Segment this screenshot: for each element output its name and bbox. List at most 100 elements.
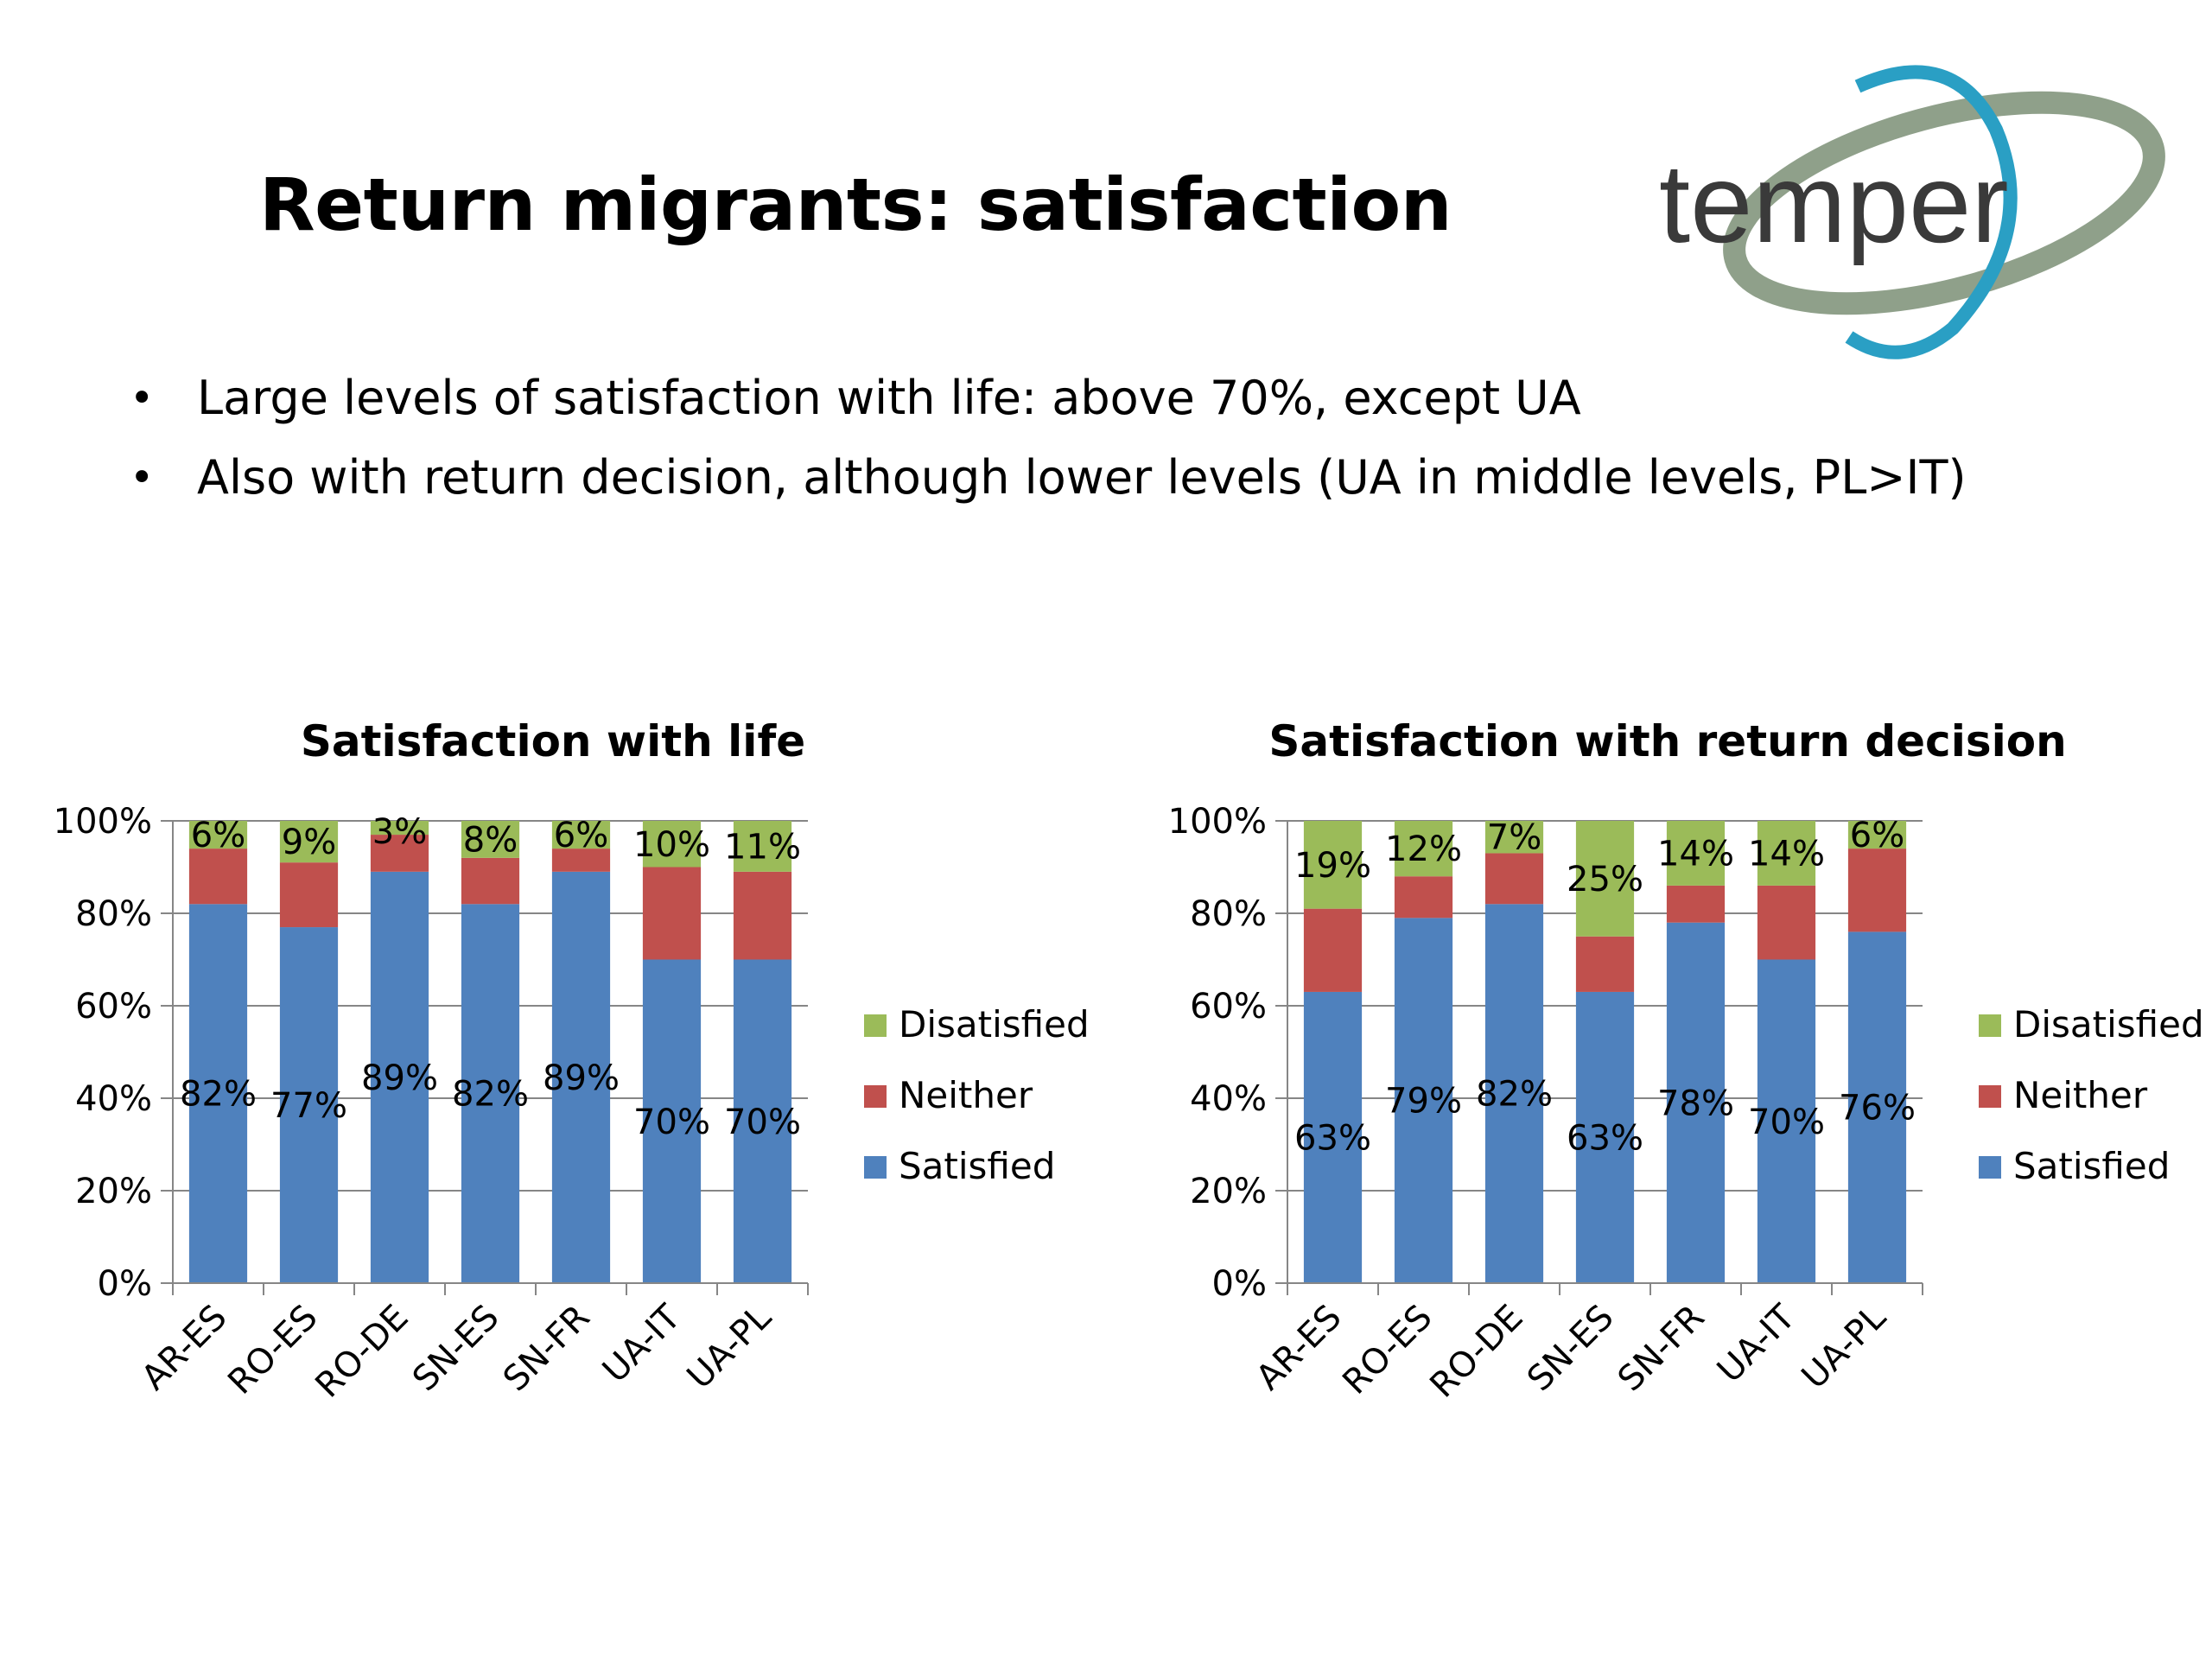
- bar-segment-satisfied: [370, 871, 429, 1283]
- y-tick-label: 60%: [1190, 987, 1267, 1027]
- y-tick-label: 0%: [98, 1264, 152, 1304]
- data-label-disatisfied: 6%: [191, 816, 245, 855]
- data-label-satisfied: 70%: [633, 1103, 710, 1142]
- x-tick-label: RO-ES: [1335, 1298, 1440, 1402]
- data-label-satisfied: 63%: [1567, 1118, 1643, 1158]
- data-label-satisfied: 89%: [361, 1058, 438, 1098]
- data-label-disatisfied: 19%: [1294, 846, 1371, 886]
- bar-segment-neither: [551, 849, 611, 872]
- chart-satisfaction-return: Satisfaction with return decision 0% 20% 40…: [1115, 704, 2212, 1482]
- data-label-disatisfied: 12%: [1385, 830, 1462, 869]
- bar-segment-satisfied: [1484, 904, 1544, 1283]
- x-tick-label: UA-PL: [1795, 1297, 1894, 1396]
- bar-segment-satisfied: [461, 904, 520, 1283]
- bar-segment-disatisfied: [551, 821, 611, 849]
- legend-swatch-satisfied: [1979, 1156, 2001, 1179]
- x-tick-label: SN-ES: [405, 1298, 507, 1400]
- data-label-disatisfied: 6%: [1850, 816, 1904, 855]
- bar-segment-disatisfied: [1575, 821, 1635, 937]
- data-label-satisfied: 70%: [724, 1103, 801, 1142]
- bar-segment-satisfied: [1575, 991, 1635, 1283]
- bar-segment-satisfied: [1757, 959, 1816, 1283]
- data-label-satisfied: 82%: [180, 1075, 257, 1115]
- data-label-disatisfied: 3%: [372, 812, 427, 852]
- bar-segment-satisfied: [1394, 918, 1453, 1283]
- y-tick-label: 80%: [1190, 894, 1267, 934]
- bar-segment-satisfied: [733, 959, 792, 1283]
- bar-segment-neither: [1575, 936, 1635, 992]
- bar-segment-satisfied: [188, 904, 248, 1283]
- x-tick-label: UA-PL: [680, 1297, 779, 1396]
- x-tick-label: RO-DE: [308, 1298, 416, 1406]
- bar-segment-satisfied: [279, 927, 339, 1283]
- x-tick-label: RO-DE: [1422, 1298, 1530, 1406]
- legend-label: Neither: [899, 1074, 1033, 1116]
- bar-segment-disatisfied: [370, 821, 429, 836]
- x-tick-label: RO-ES: [220, 1298, 325, 1402]
- bar-segment-neither: [642, 867, 702, 960]
- legend-label: Disatisfied: [2013, 1003, 2204, 1046]
- bar-segment-disatisfied: [1757, 821, 1816, 886]
- bullet-item: Also with return decision, although lowe…: [130, 438, 2117, 518]
- data-label-disatisfied: 25%: [1567, 860, 1643, 899]
- data-label-disatisfied: 10%: [633, 825, 710, 865]
- bar-segment-disatisfied: [1847, 821, 1907, 849]
- y-tick-label: 60%: [75, 987, 152, 1027]
- bar-segment-neither: [1847, 849, 1907, 932]
- y-tick-label: 100%: [1168, 802, 1267, 842]
- x-tick-label: SN-FR: [1611, 1298, 1713, 1400]
- bar-segment-disatisfied: [1394, 821, 1453, 877]
- bar-segment-neither: [733, 871, 792, 960]
- temper-logo: temper: [1659, 65, 2165, 359]
- bar-segment-neither: [370, 835, 429, 872]
- x-tick-label: SN-ES: [1520, 1298, 1622, 1400]
- bar-segment-neither: [461, 857, 520, 905]
- data-label-satisfied: 78%: [1657, 1084, 1734, 1123]
- data-label-disatisfied: 9%: [282, 823, 336, 862]
- logo-outer-ring: [1723, 91, 2165, 315]
- y-tick-label: 100%: [54, 802, 152, 842]
- bullet-item: Large levels of satisfaction with life: …: [130, 359, 2117, 438]
- data-label-satisfied: 70%: [1748, 1103, 1825, 1142]
- y-tick-label: 40%: [1190, 1079, 1267, 1119]
- data-label-satisfied: 89%: [543, 1058, 620, 1098]
- chart-return-svg: Satisfaction with return decision 0% 20% 40…: [1168, 716, 2204, 1406]
- legend-swatch-disatisfied: [864, 1014, 887, 1037]
- bar-segment-neither: [279, 862, 339, 928]
- bar-segment-satisfied: [1847, 931, 1907, 1283]
- data-label-disatisfied: 6%: [554, 816, 608, 855]
- chart-satisfaction-life: Satisfaction with life 0% 20% 40% 60% 80% 100%…: [0, 704, 1106, 1482]
- x-tick-label: SN-FR: [496, 1298, 598, 1400]
- bullet-list: Large levels of satisfaction with life: …: [130, 359, 2117, 518]
- legend-swatch-neither: [1979, 1085, 2001, 1108]
- bar-segment-disatisfied: [279, 821, 339, 863]
- bar-segment-disatisfied: [461, 821, 520, 858]
- bar-segment-disatisfied: [733, 821, 792, 872]
- legend-swatch-neither: [864, 1085, 887, 1108]
- data-label-disatisfied: 14%: [1748, 834, 1825, 874]
- data-label-satisfied: 76%: [1839, 1089, 1916, 1128]
- bar-segment-neither: [1303, 908, 1363, 992]
- legend-swatch-disatisfied: [1979, 1014, 2001, 1037]
- bar-segment-disatisfied: [1484, 821, 1544, 854]
- data-label-satisfied: 63%: [1294, 1118, 1371, 1158]
- data-label-disatisfied: 8%: [463, 820, 518, 860]
- bar-segment-disatisfied: [1303, 821, 1363, 909]
- x-tick-label: AR-ES: [134, 1298, 234, 1398]
- data-label-satisfied: 79%: [1385, 1082, 1462, 1122]
- data-label-disatisfied: 14%: [1657, 834, 1734, 874]
- y-tick-label: 40%: [75, 1079, 152, 1119]
- y-tick-label: 0%: [1212, 1264, 1267, 1304]
- bar-segment-neither: [1484, 853, 1544, 905]
- chart-title: Satisfaction with return decision: [1268, 716, 2066, 766]
- logo-text: temper: [1659, 140, 2009, 266]
- logo-inner-ring: [1845, 65, 2018, 359]
- bar-segment-disatisfied: [1666, 821, 1726, 886]
- data-label-satisfied: 77%: [270, 1086, 347, 1126]
- data-label-satisfied: 82%: [452, 1075, 529, 1115]
- chart-title: Satisfaction with life: [301, 716, 805, 766]
- y-tick-label: 80%: [75, 894, 152, 934]
- data-label-disatisfied: 7%: [1487, 818, 1541, 858]
- legend-label: Satisfied: [2013, 1145, 2170, 1187]
- bar-segment-disatisfied: [188, 821, 248, 849]
